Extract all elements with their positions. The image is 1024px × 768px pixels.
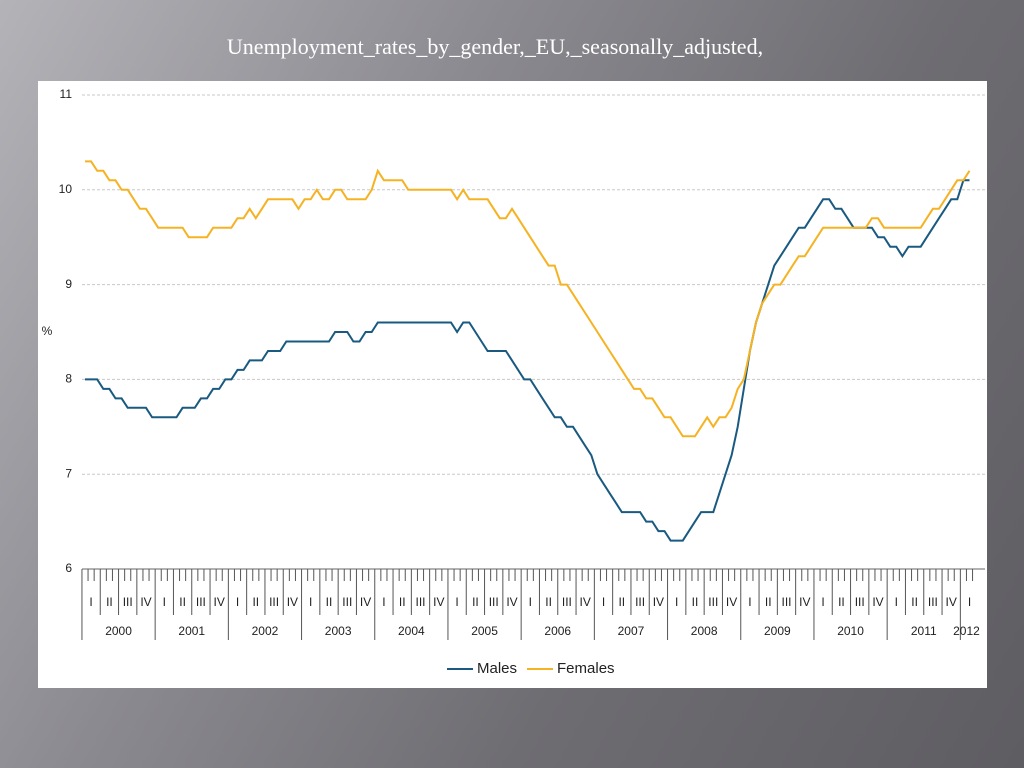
x-tick-label: IV — [214, 595, 225, 609]
x-group-label: 2001 — [178, 624, 205, 638]
x-group-label: 2000 — [105, 624, 132, 638]
x-tick-label: IV — [653, 595, 664, 609]
x-tick-label: II — [545, 595, 552, 609]
x-tick-label: I — [895, 595, 898, 609]
x-tick-label: II — [106, 595, 113, 609]
y-tick-label: 9 — [65, 277, 72, 291]
x-tick-label: I — [382, 595, 385, 609]
x-tick-label: I — [675, 595, 678, 609]
x-tick-label: II — [838, 595, 845, 609]
x-tick-label: III — [855, 595, 865, 609]
x-tick-label: I — [163, 595, 166, 609]
x-tick-label: IV — [433, 595, 444, 609]
y-axis-label: % — [42, 324, 53, 338]
legend-label: Males — [477, 660, 517, 677]
x-tick-label: IV — [799, 595, 810, 609]
x-tick-label: III — [708, 595, 718, 609]
x-group-label: 2011 — [911, 624, 937, 638]
x-tick-label: I — [309, 595, 312, 609]
x-tick-label: II — [179, 595, 186, 609]
x-tick-label: IV — [360, 595, 371, 609]
x-tick-label: I — [602, 595, 605, 609]
x-tick-label: III — [269, 595, 279, 609]
x-group-label: 2007 — [618, 624, 645, 638]
x-tick-label: II — [252, 595, 259, 609]
y-tick-label: 11 — [60, 87, 73, 101]
x-group-label: 2002 — [252, 624, 279, 638]
x-tick-label: I — [821, 595, 824, 609]
x-tick-label: IV — [580, 595, 591, 609]
x-tick-label: I — [89, 595, 92, 609]
x-tick-label: II — [399, 595, 406, 609]
x-tick-label: II — [472, 595, 479, 609]
x-tick-label: IV — [946, 595, 957, 609]
y-tick-label: 7 — [65, 466, 72, 480]
x-tick-label: I — [236, 595, 239, 609]
x-tick-label: III — [123, 595, 133, 609]
x-tick-label: II — [692, 595, 699, 609]
x-tick-label: III — [415, 595, 425, 609]
x-tick-label: I — [529, 595, 532, 609]
slide-title: Unemployment_rates_by_gender,_EU,_season… — [226, 34, 764, 59]
x-group-label: 2009 — [764, 624, 791, 638]
y-tick-label: 8 — [65, 372, 72, 386]
series-line — [85, 179, 970, 542]
x-tick-label: IV — [287, 595, 298, 609]
legend-label: Females — [557, 660, 615, 677]
x-group-label: 2008 — [691, 624, 718, 638]
x-group-label: 2010 — [837, 624, 864, 638]
x-tick-label: II — [765, 595, 772, 609]
x-tick-label: IV — [872, 595, 883, 609]
x-group-label: 2012 — [953, 624, 980, 638]
x-tick-label: IV — [506, 595, 517, 609]
x-tick-label: III — [928, 595, 938, 609]
x-group-label: 2005 — [471, 624, 498, 638]
x-tick-label: III — [635, 595, 645, 609]
x-tick-label: I — [455, 595, 458, 609]
x-group-label: 2004 — [398, 624, 425, 638]
x-tick-label: I — [968, 595, 971, 609]
y-tick-label: 6 — [65, 561, 72, 575]
x-tick-label: IV — [726, 595, 737, 609]
x-tick-label: IV — [140, 595, 151, 609]
x-tick-label: II — [911, 595, 918, 609]
x-tick-label: I — [748, 595, 751, 609]
x-group-label: 2006 — [544, 624, 571, 638]
x-tick-label: III — [196, 595, 206, 609]
chart-panel — [38, 81, 987, 688]
x-tick-label: III — [489, 595, 499, 609]
x-tick-label: III — [781, 595, 791, 609]
series-line — [85, 160, 971, 438]
x-tick-label: III — [342, 595, 352, 609]
x-tick-label: II — [618, 595, 625, 609]
x-group-label: 2003 — [325, 624, 352, 638]
x-tick-label: II — [326, 595, 333, 609]
x-tick-label: III — [562, 595, 572, 609]
y-tick-label: 10 — [59, 182, 73, 196]
